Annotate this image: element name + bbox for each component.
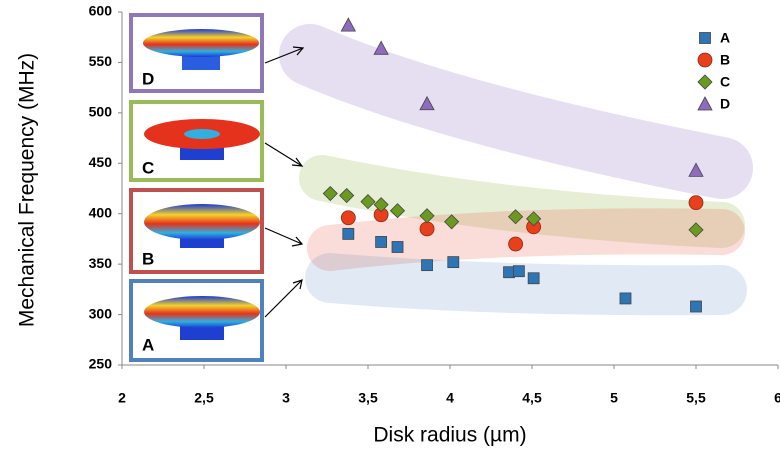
x-tick-label: 3 [282,390,290,406]
x-tick-label: 6 [774,390,780,406]
marker-circle [508,236,523,252]
marker-square [421,259,433,272]
marker-diamond [360,194,376,210]
marker-triangle [340,17,356,32]
marker-circle [419,221,435,237]
x-tick-label: 2,5 [194,390,214,406]
marker-triangle [373,40,389,55]
marker-diamond [389,203,406,219]
marker-diamond [322,185,338,202]
y-tick-label: 250 [89,356,113,372]
disk-images [143,29,260,340]
marker-diamond [444,214,460,230]
inset-label: A [142,335,154,354]
marker-square [503,266,515,279]
marker-diamond [419,208,435,224]
inset-label: B [142,249,154,268]
marker-diamond [688,222,704,238]
x-tick-label: 5,5 [686,390,706,406]
x-tick-label: 2 [118,390,126,406]
marker-circle [697,52,713,68]
marker-diamond [339,187,355,204]
marker-square [375,236,388,248]
marker-triangle [697,96,713,111]
marker-circle [340,210,356,226]
legend-label: B [720,52,730,68]
y-tick-label: 450 [89,154,113,170]
marker-triangle [419,95,435,111]
marker-triangle [688,162,704,177]
marker-circle [688,195,704,211]
marker-diamond [697,74,713,90]
marker-square [342,227,355,240]
marker-square [391,241,404,253]
legend-label: C [720,74,730,90]
x-tick-label: 3,5 [358,390,378,406]
y-tick-label: 550 [89,53,113,69]
x-axis-title: Disk radius (µm) [373,424,526,447]
x-tick-label: 4,5 [522,390,542,406]
legend-label: A [720,30,730,46]
marker-diamond [373,197,389,213]
inset-label: D [142,69,154,88]
inset-label: C [142,158,154,177]
legend-label: D [720,96,730,112]
y-tick-label: 300 [89,305,113,321]
x-tick-label: 4 [446,390,454,406]
x-tick-label: 5 [610,390,618,406]
marker-square [699,32,711,44]
y-tick-label: 400 [89,204,113,220]
arrows [264,46,305,318]
marker-diamond [508,209,524,225]
y-axis-title: Mechanical Frequency (MHz) [16,53,39,327]
marker-square [527,272,540,285]
marker-square [690,300,702,313]
marker-diamond [526,211,542,227]
guide-bands [279,24,753,316]
marker-square [447,256,460,269]
marker-square [512,265,525,278]
y-tick-label: 600 [89,3,113,19]
y-tick-label: 500 [89,104,113,120]
y-tick-label: 350 [89,255,113,271]
marker-square [619,292,632,305]
